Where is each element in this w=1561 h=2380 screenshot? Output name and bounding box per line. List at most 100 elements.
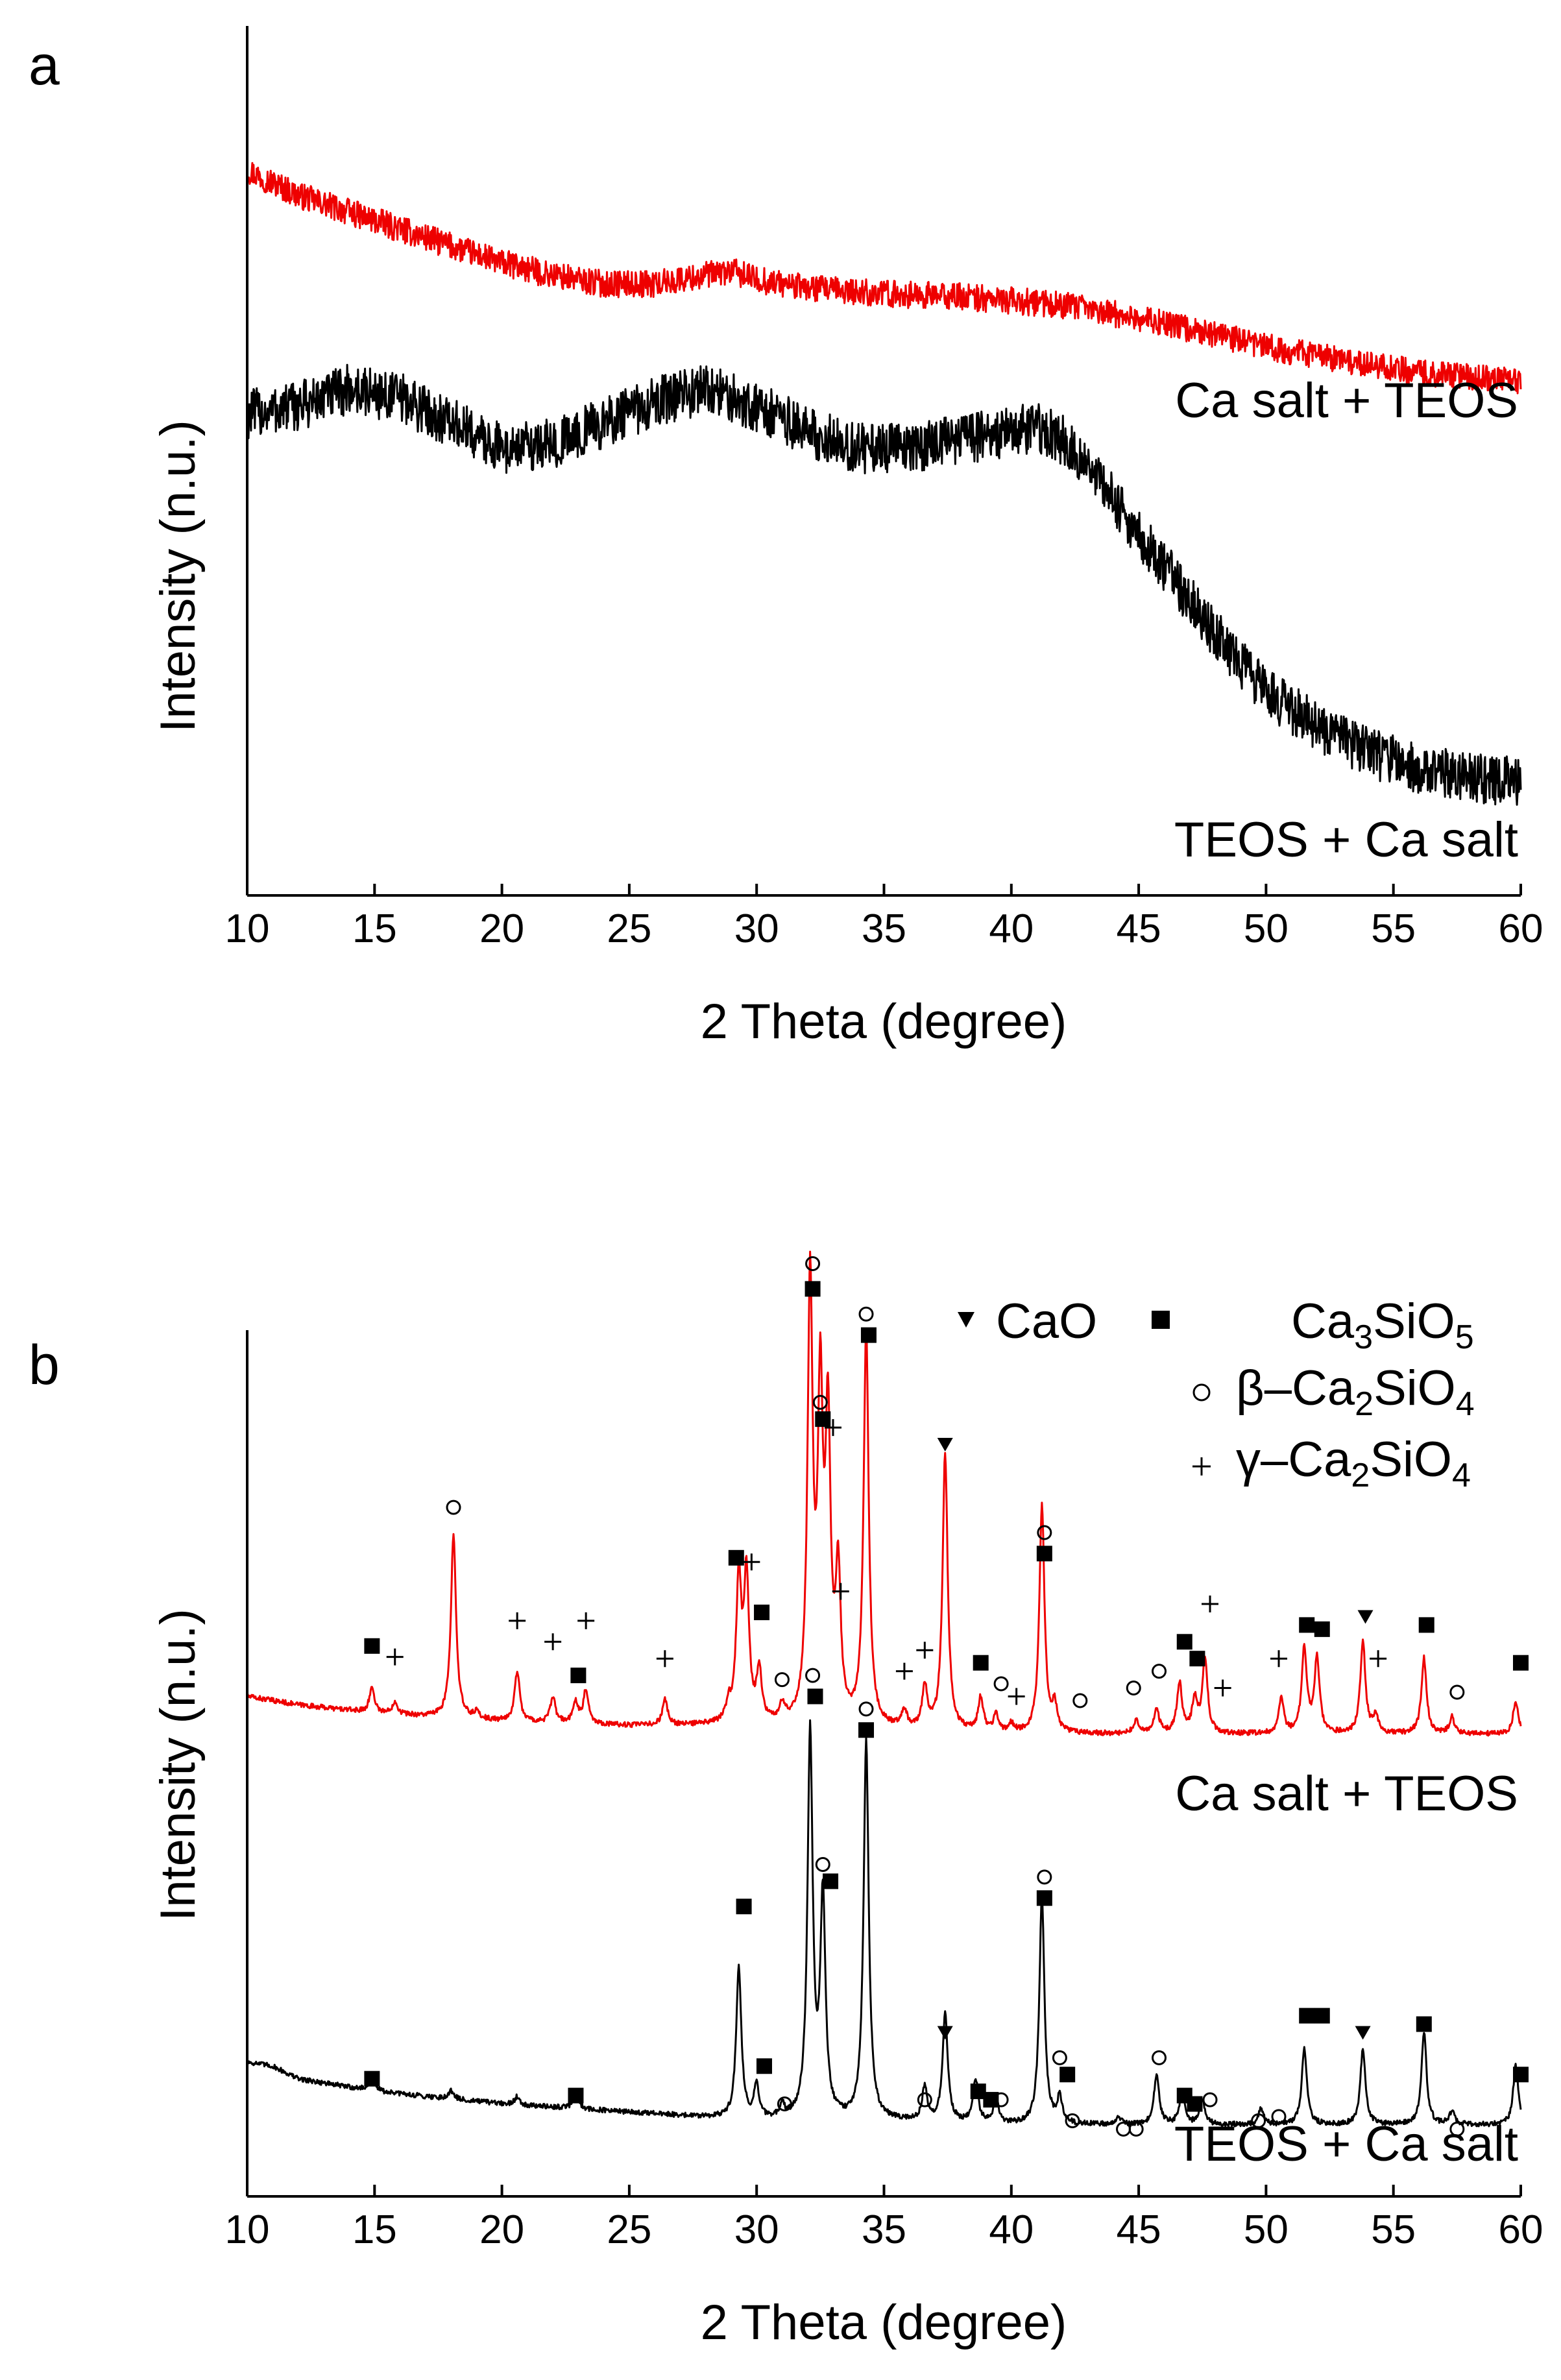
phase-marker-square [570,1668,587,1684]
phase-marker-square [807,1688,823,1705]
phase-marker-square [728,1549,744,1566]
panel-b-x-tick-label: 15 [352,2207,397,2252]
panel-b-x-tick-label: 35 [862,2207,906,2252]
phase-marker-square [860,1327,877,1343]
phase-marker-square [1513,2067,1529,2083]
panel-a-y-title: Intensity (n.u.) [151,420,206,733]
panel-b-x-tick-label: 45 [1117,2207,1161,2252]
phase-marker-circle [805,1668,821,1683]
phase-marker-circle [1152,2050,1167,2065]
panel-a-label-ca-salt-teos: Ca salt + TEOS [1175,373,1518,428]
phase-marker-circle [446,1500,461,1515]
phase-marker-square [815,1411,831,1427]
phase-marker-square [1176,1634,1192,1650]
phase-marker-circle [1116,2121,1131,2137]
phase-marker-square [1036,1890,1052,1906]
panel-a-letter: a [29,34,60,97]
panel-a-series-teos-ca-salt [246,363,1522,806]
phase-marker-circle [1037,1525,1052,1540]
phase-marker-circle [1271,2109,1287,2124]
phase-marker-circle [1152,1664,1167,1679]
panel-b-x-tick-label: 60 [1499,2207,1543,2252]
phase-marker-square [756,2058,772,2074]
panel-a-label-teos-ca-salt: TEOS + Ca salt [1174,812,1518,868]
phase-marker-square [1059,2067,1076,2083]
phase-marker-plus [1214,1679,1231,1697]
panel-b-phase-markers [364,1256,1529,2137]
phase-marker-square [858,1722,875,1738]
phase-marker-triangle-down [1357,1610,1373,1624]
panel-a-x-tick-label: 35 [862,906,906,951]
panel-a-x-tick-label: 55 [1371,906,1416,951]
panel-a-x-tick-label: 50 [1244,906,1289,951]
panel-a-x-tick-label: 45 [1117,906,1161,951]
panel-b-x-tick-label: 50 [1244,2207,1289,2252]
panel-a-x-tick-label: 25 [607,906,651,951]
phase-marker-circle [993,2092,1009,2107]
panel-b: b 10 15 20 25 30 35 40 45 50 55 60 Ca salt + TEOS … [29,1250,1543,2350]
legend-beta-label: β–Ca2SiO4 [1236,1361,1475,1423]
phase-marker-square [1299,2008,1315,2024]
panel-b-y-title: Intensity (n.u.) [151,1609,206,1921]
phase-marker-circle [858,1306,874,1322]
phase-marker-circle [1126,1681,1141,1696]
panel-a-x-tick-label: 15 [352,906,397,951]
phase-marker-plus [577,1612,595,1629]
phase-marker-plus [509,1612,526,1629]
phase-marker-square [1513,1655,1529,1671]
panel-a-marks [246,162,1522,806]
panel-a: a 10 15 20 25 30 35 40 45 50 55 60 Ca salt + TEOS … [29,26,1543,1049]
phase-marker-circle [1449,1684,1465,1700]
phase-marker-circle [1449,2121,1465,2137]
phase-marker-triangle-down [937,2026,953,2040]
legend-ca3sio5-marker [1152,1311,1170,1329]
phase-marker-square [1314,2008,1330,2024]
panel-b-x-tick-label: 25 [607,2207,651,2252]
panel-b-letter: b [29,1334,60,1396]
panel-b-x-tick-label: 20 [479,2207,524,2252]
panel-b-series-ca-salt-teos [246,1250,1522,1737]
phase-marker-square [805,1281,821,1297]
phase-marker-plus [1202,1596,1219,1613]
phase-marker-triangle-down [1355,2026,1371,2040]
phase-marker-circle [1065,2113,1080,2128]
panel-b-marks [246,1250,1522,2128]
panel-a-x-title: 2 Theta (degree) [701,994,1067,1049]
panel-b-x-tick-label: 40 [989,2207,1034,2252]
phase-marker-circle [777,2096,792,2112]
panel-b-x-tick-label: 10 [225,2207,270,2252]
panel-b-series-teos-ca-salt [246,1719,1522,2128]
legend-ca3sio5-label: Ca3SiO5 [1291,1294,1474,1356]
phase-marker-circle [1202,2092,1218,2107]
phase-marker-circle [1251,2113,1266,2128]
phase-marker-circle [917,2092,932,2107]
phase-marker-circle [993,1676,1009,1692]
legend-gamma-label: γ–Ca2SiO4 [1236,1432,1471,1494]
panel-b-x-title: 2 Theta (degree) [701,2295,1067,2350]
legend-cao-label: CaO [996,1294,1097,1349]
phase-marker-plus [824,1419,841,1437]
phase-marker-plus [832,1583,849,1600]
phase-marker-square [1314,1621,1330,1637]
phase-marker-plus [1270,1650,1288,1668]
phase-marker-circle [1128,2121,1144,2137]
phase-marker-square [973,1655,989,1671]
legend-gamma-marker [1192,1457,1211,1475]
phase-marker-square [364,1638,380,1654]
phase-marker-plus [895,1662,913,1680]
legend-beta-marker [1192,1383,1211,1402]
phase-marker-square [754,1604,770,1620]
panel-a-x-tick-label: 40 [989,906,1034,951]
panel-a-x-tick-label: 20 [479,906,524,951]
phase-marker-square [1299,1617,1315,1633]
phase-marker-circle [1052,2050,1067,2065]
phase-marker-plus [1370,1650,1387,1668]
phase-marker-circle [815,1856,830,1872]
panel-a-x-tick-label: 10 [225,906,270,951]
panel-a-series-ca-salt-teos [246,162,1522,395]
phase-marker-plus [656,1650,673,1668]
phase-marker-plus [916,1642,934,1659]
phase-marker-plus [743,1553,760,1571]
phase-marker-square [736,1899,752,1915]
